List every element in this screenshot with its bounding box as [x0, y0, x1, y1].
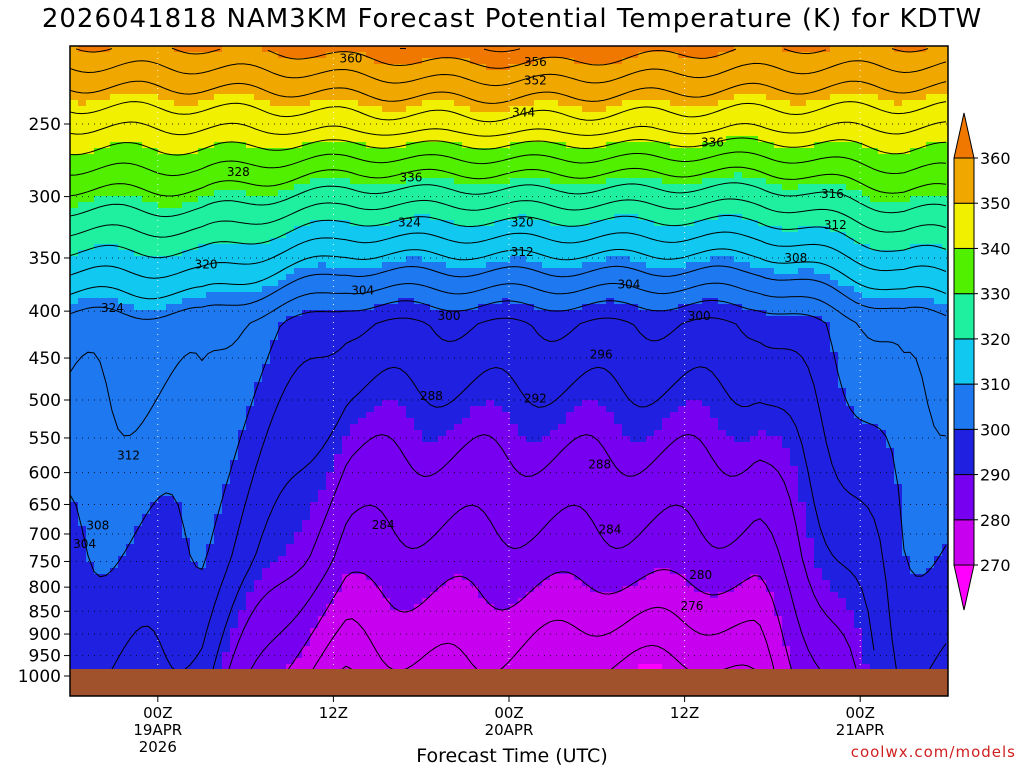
- x-tick-label: 00Z: [846, 704, 875, 722]
- colorbar-arrow-low: [953, 564, 975, 611]
- contour-label: 308: [784, 251, 807, 265]
- colorbar: 270 280 290 300 310 320 330 340 350 360: [953, 112, 1011, 611]
- contour-label: 284: [599, 522, 622, 536]
- x-tick-label: 12Z: [670, 704, 699, 722]
- contour-label: 300: [688, 309, 711, 323]
- contour-label: 284: [372, 518, 395, 532]
- y-tick-label: 300: [29, 188, 61, 208]
- colorbar-segment: [953, 202, 975, 249]
- x-tick-label: 00Z: [143, 704, 172, 722]
- contour-label: 300: [438, 309, 461, 323]
- contour-label: 280: [689, 568, 712, 582]
- contour-label: 356: [524, 55, 547, 69]
- contour-label: 312: [117, 449, 140, 463]
- watermark[interactable]: coolwx.com/models: [850, 743, 1016, 761]
- colorbar-label: 310: [980, 375, 1011, 394]
- colorbar-segment: [953, 293, 975, 340]
- colorbar-segment: [953, 428, 975, 476]
- contour-label: 360: [340, 51, 363, 65]
- y-tick-label: 1000: [18, 667, 61, 687]
- chart-title: 2026041818 NAM3KM Forecast Potential Tem…: [41, 4, 983, 34]
- y-tick-label: 600: [29, 464, 61, 484]
- y-tick-label: 650: [29, 495, 61, 515]
- contour-label: 288: [588, 458, 611, 472]
- contour-label: 304: [618, 277, 641, 291]
- colorbar-label: 280: [980, 511, 1011, 530]
- y-tick-label: 450: [29, 349, 61, 369]
- colorbar-segment: [953, 247, 975, 295]
- colorbar-segment: [953, 519, 975, 566]
- colorbar-label: 270: [980, 556, 1011, 575]
- colorbar-label: 320: [980, 330, 1011, 349]
- y-tick-label: 800: [29, 578, 61, 598]
- contour-labels: 360 356 352 344 336 336 328 316 312 324 320 312 308 3…: [73, 51, 847, 613]
- contour-label: 304: [351, 284, 374, 298]
- colorbar-segment: [953, 383, 975, 430]
- y-tick-label: 250: [29, 115, 61, 135]
- x-tick-label: 12Z: [319, 704, 348, 722]
- colorbar-label: 340: [980, 239, 1011, 258]
- colorbar-segment: [953, 338, 975, 385]
- x-tick-label: 21APR: [836, 721, 885, 739]
- plot-area: 360 356 352 344 336 336 328 316 312 324 320 312 308 3…: [70, 46, 948, 696]
- contour-label: 312: [511, 245, 534, 259]
- colorbar-label: 360: [980, 149, 1011, 168]
- y-tick-label: 500: [29, 391, 61, 411]
- colorbar-label: 300: [980, 420, 1011, 439]
- x-tick-label: 20APR: [485, 721, 534, 739]
- contour-label: 288: [420, 389, 443, 403]
- contour-label: 336: [701, 136, 724, 150]
- colorbar-arrow-high: [953, 112, 975, 159]
- contour-label: 344: [512, 106, 535, 120]
- temperature-bands: [70, 46, 948, 696]
- x-tick-label: 19APR: [133, 721, 182, 739]
- y-axis: 250 300 350 400 450 500 550 600 650 700 750 800 850 9…: [18, 115, 70, 687]
- contour-label: 320: [511, 215, 534, 229]
- colorbar-segment: [953, 157, 975, 204]
- y-tick-label: 350: [29, 249, 61, 269]
- contour-label: 352: [524, 73, 547, 87]
- y-tick-label: 950: [29, 647, 61, 667]
- y-tick-label: 850: [29, 602, 61, 622]
- ground-surface: [70, 669, 948, 696]
- y-tick-label: 400: [29, 302, 61, 322]
- y-tick-label: 550: [29, 429, 61, 449]
- colorbar-label: 350: [980, 194, 1011, 213]
- contour-label: 320: [195, 258, 218, 272]
- y-tick-label: 900: [29, 625, 61, 645]
- isentrope-contours: [70, 47, 947, 695]
- x-tick-label: 2026: [139, 738, 177, 756]
- contour-label: 324: [398, 215, 421, 229]
- x-tick-label: 00Z: [494, 704, 523, 722]
- contour-label: 328: [227, 165, 250, 179]
- colorbar-label: 290: [980, 466, 1011, 485]
- colorbar-segment: [953, 474, 975, 521]
- x-axis-title: Forecast Time (UTC): [416, 745, 608, 767]
- y-tick-label: 700: [29, 525, 61, 545]
- contour-label: 308: [86, 518, 109, 532]
- contour-label: 336: [400, 171, 423, 185]
- contour-label: 316: [821, 187, 844, 201]
- contour-label: 276: [680, 599, 703, 613]
- contour-label: 312: [824, 218, 847, 232]
- contour-label: 292: [524, 391, 547, 405]
- contour-label: 324: [101, 301, 124, 315]
- colorbar-label: 330: [980, 285, 1011, 304]
- contour-label: 296: [590, 347, 613, 361]
- contour-label: 304: [73, 537, 96, 551]
- y-tick-label: 750: [29, 552, 61, 572]
- grid-lines: [70, 46, 948, 696]
